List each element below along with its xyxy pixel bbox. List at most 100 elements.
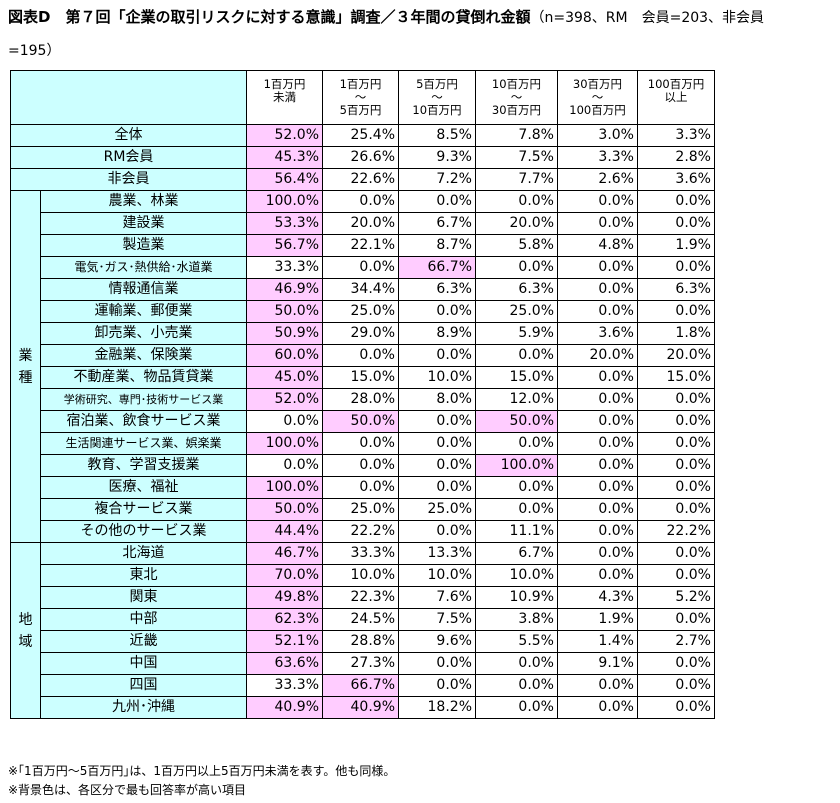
value-cell: 46.7% — [246, 542, 323, 565]
value-cell: 25.0% — [322, 300, 399, 323]
row-label: 複合サービス業 — [40, 498, 247, 521]
table-row: 教育、学習支援業 0.0% 0.0% 0.0% 100.0% 0.0% 0.0% — [11, 454, 715, 477]
column-header-line — [641, 104, 711, 117]
column-header-line: 5百万円 — [416, 77, 458, 91]
table-row: 宿泊業、飲食サービス業 0.0% 50.0% 0.0% 50.0% 0.0% 0.0% — [11, 410, 715, 433]
column-header: 30百万円～ 100百万円 — [557, 70, 638, 125]
value-cell: 20.0% — [557, 344, 638, 367]
column-header-line: ～ — [431, 90, 443, 104]
table-row: 業種農業、林業 100.0% 0.0% 0.0% 0.0% 0.0% 0.0% — [10, 190, 715, 543]
value-cell: 18.2% — [398, 696, 476, 719]
value-cell: 0.0% — [322, 476, 399, 499]
value-cell: 0.0% — [557, 300, 638, 323]
column-header-line: 1百万円 — [339, 77, 382, 91]
value-cell: 0.0% — [398, 344, 476, 367]
table-row: 中国 63.6% 27.3% 0.0% 0.0% 9.1% 0.0% — [11, 652, 715, 675]
row-label: 九州･沖縄 — [40, 696, 247, 719]
table-row: 卸売業、小売業 50.9% 29.0% 8.9% 5.9% 3.6% 1.8% — [11, 322, 715, 345]
value-cell: 53.3% — [246, 212, 323, 235]
header-row: 1百万円 未満 1百万円～ 5百万円 5百万円～ 10百万円 10百万円～ 30百万円 30百… — [10, 70, 715, 125]
column-header: 10百万円～ 30百万円 — [475, 70, 558, 125]
table-row: 中部 62.3% 24.5% 7.5% 3.8% 1.9% 0.0% — [11, 608, 715, 631]
value-cell: 0.0% — [246, 454, 323, 477]
value-cell: 63.6% — [246, 652, 323, 675]
value-cell: 7.6% — [398, 586, 476, 609]
value-cell: 0.0% — [637, 256, 715, 279]
value-cell: 0.0% — [475, 256, 558, 279]
value-cell: 56.7% — [246, 234, 323, 257]
value-cell: 33.3% — [246, 674, 323, 697]
row-label: 四国 — [40, 674, 247, 697]
value-cell: 100.0% — [475, 454, 558, 477]
value-cell: 3.3% — [557, 146, 638, 169]
group-label-char: 業 — [18, 347, 33, 364]
column-header-line: 未満 — [273, 90, 296, 104]
value-cell: 28.8% — [322, 630, 399, 653]
value-cell: 7.5% — [475, 146, 558, 169]
row-label: 中国 — [40, 652, 247, 675]
column-header-line: 30百万円 — [491, 103, 542, 117]
value-cell: 0.0% — [557, 432, 638, 455]
value-cell: 0.0% — [557, 410, 638, 433]
value-cell: 0.0% — [322, 454, 399, 477]
value-cell: 66.7% — [322, 674, 399, 697]
header-corner — [10, 70, 247, 125]
row-label: 不動産業、物品賃貸業 — [40, 366, 247, 389]
value-cell: 5.8% — [475, 234, 558, 257]
value-cell: 34.4% — [322, 278, 399, 301]
value-cell: 11.1% — [475, 520, 558, 543]
value-cell: 0.0% — [557, 454, 638, 477]
value-cell: 49.8% — [246, 586, 323, 609]
value-cell: 0.0% — [398, 652, 476, 675]
value-cell: 1.9% — [637, 234, 715, 257]
value-cell: 100.0% — [246, 476, 323, 499]
value-cell: 9.6% — [398, 630, 476, 653]
value-cell: 0.0% — [637, 564, 715, 587]
column-header-line: 10百万円 — [491, 77, 542, 91]
value-cell: 0.0% — [637, 696, 715, 719]
column-header-line: ～ — [354, 90, 367, 104]
group-label: 業種 — [10, 190, 41, 543]
value-cell: 7.7% — [475, 168, 558, 191]
column-header-line: ～ — [591, 90, 604, 104]
value-cell: 66.7% — [398, 256, 476, 279]
value-cell: 0.0% — [557, 520, 638, 543]
value-cell: 5.2% — [637, 586, 715, 609]
value-cell: 0.0% — [398, 410, 476, 433]
value-cell: 0.0% — [637, 454, 715, 477]
table-row: 情報通信業 46.9% 34.4% 6.3% 6.3% 0.0% 6.3% — [11, 278, 715, 301]
column-header-line: ～ — [510, 90, 523, 104]
value-cell: 10.0% — [398, 564, 476, 587]
value-cell: 2.7% — [637, 630, 715, 653]
row-label: 全体 — [10, 124, 247, 147]
value-cell: 40.9% — [322, 696, 399, 719]
value-cell: 0.0% — [475, 476, 558, 499]
value-cell: 25.0% — [398, 498, 476, 521]
value-cell: 8.0% — [398, 388, 476, 411]
value-cell: 0.0% — [322, 432, 399, 455]
row-label: 金融業、保険業 — [40, 344, 247, 367]
value-cell: 60.0% — [246, 344, 323, 367]
column-header-line: 10百万円 — [412, 103, 462, 117]
value-cell: 12.0% — [475, 388, 558, 411]
value-cell: 22.6% — [322, 168, 399, 191]
value-cell: 6.7% — [475, 542, 558, 565]
value-cell: 33.3% — [322, 542, 399, 565]
value-cell: 0.0% — [322, 256, 399, 279]
value-cell: 0.0% — [475, 344, 558, 367]
table-row: 四国 33.3% 66.7% 0.0% 0.0% 0.0% 0.0% — [11, 674, 715, 697]
value-cell: 6.3% — [475, 278, 558, 301]
value-cell: 45.3% — [246, 146, 323, 169]
value-cell: 0.0% — [398, 300, 476, 323]
column-header-line: 5百万円 — [339, 103, 382, 117]
footnotes: ※｢1百万円～5百万円｣は、1百万円以上5百万円未満を表す。他も同様。 ※背景色… — [8, 762, 395, 800]
value-cell: 24.5% — [322, 608, 399, 631]
value-cell: 0.0% — [637, 212, 715, 235]
value-cell: 0.0% — [557, 388, 638, 411]
value-cell: 50.0% — [322, 410, 399, 433]
value-cell: 40.9% — [246, 696, 323, 719]
value-cell: 0.0% — [557, 190, 638, 213]
value-cell: 0.0% — [557, 564, 638, 587]
table-row: 運輸業、郵便業 50.0% 25.0% 0.0% 25.0% 0.0% 0.0% — [11, 300, 715, 323]
row-label: 中部 — [40, 608, 247, 631]
